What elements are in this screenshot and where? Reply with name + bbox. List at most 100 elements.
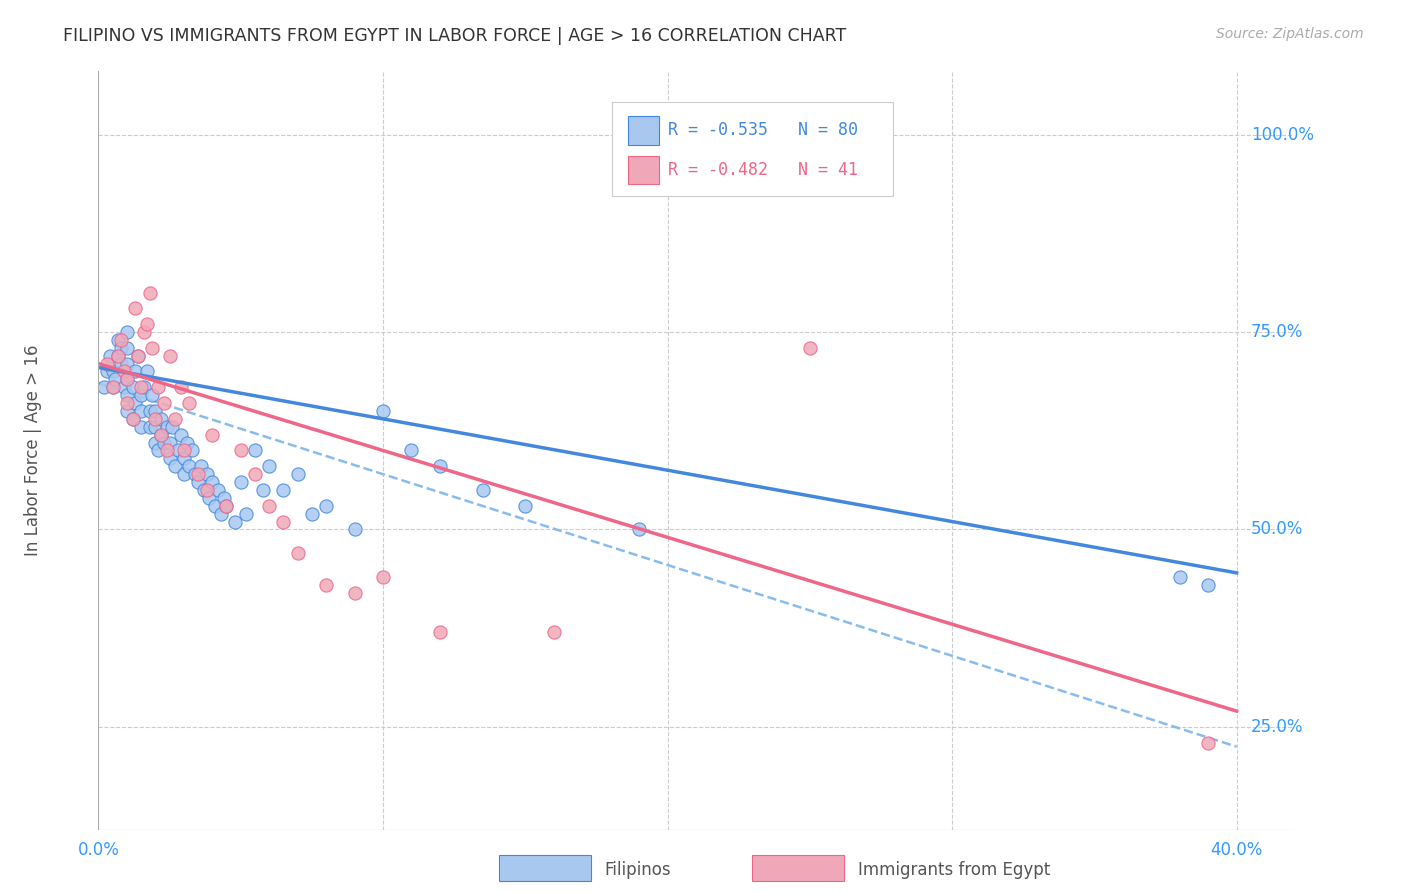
Point	[127, 349, 149, 363]
Point	[150, 427, 173, 442]
Point	[143, 435, 166, 450]
Point	[179, 459, 201, 474]
Point	[107, 349, 129, 363]
Text: In Labor Force | Age > 16: In Labor Force | Age > 16	[24, 344, 42, 557]
Point	[129, 388, 152, 402]
Point	[209, 507, 232, 521]
Point	[143, 412, 166, 426]
Point	[115, 357, 138, 371]
Point	[243, 443, 266, 458]
Point	[156, 419, 179, 434]
Text: R = -0.535   N = 80: R = -0.535 N = 80	[668, 121, 859, 139]
Point	[187, 467, 209, 482]
Point	[201, 427, 224, 442]
Point	[1168, 570, 1191, 584]
Point	[121, 412, 143, 426]
Point	[115, 396, 138, 410]
Point	[148, 380, 170, 394]
Point	[515, 499, 537, 513]
Point	[141, 341, 163, 355]
Point	[135, 364, 157, 378]
Point	[132, 380, 155, 394]
Text: 40.0%: 40.0%	[1211, 841, 1263, 859]
Point	[799, 341, 821, 355]
Text: 0.0%: 0.0%	[77, 841, 120, 859]
Text: 25.0%: 25.0%	[1251, 718, 1303, 736]
Point	[471, 483, 494, 497]
Text: 75.0%: 75.0%	[1251, 323, 1303, 341]
Point	[150, 427, 173, 442]
Point	[159, 451, 181, 466]
Point	[273, 483, 295, 497]
Point	[195, 467, 218, 482]
Point	[1197, 736, 1219, 750]
Point	[165, 412, 187, 426]
Point	[121, 412, 143, 426]
Point	[371, 570, 394, 584]
Point	[153, 435, 176, 450]
Point	[167, 443, 190, 458]
Point	[96, 364, 118, 378]
Point	[110, 333, 132, 347]
Point	[190, 459, 212, 474]
Point	[543, 625, 565, 640]
Point	[229, 475, 252, 489]
Point	[143, 419, 166, 434]
Point	[101, 364, 124, 378]
Point	[110, 357, 132, 371]
Point	[287, 546, 309, 560]
Point	[159, 435, 181, 450]
Point	[141, 388, 163, 402]
Point	[315, 578, 337, 592]
Point	[252, 483, 274, 497]
Point	[371, 404, 394, 418]
Point	[224, 515, 246, 529]
Point	[198, 491, 221, 505]
Point	[138, 404, 160, 418]
Point	[143, 404, 166, 418]
Point	[129, 419, 152, 434]
Point	[173, 443, 195, 458]
Point	[235, 507, 257, 521]
Text: Immigrants from Egypt: Immigrants from Egypt	[858, 861, 1050, 879]
Point	[215, 499, 238, 513]
Point	[127, 349, 149, 363]
Point	[257, 459, 280, 474]
Point	[201, 475, 224, 489]
Point	[301, 507, 323, 521]
Point	[138, 285, 160, 300]
Point	[129, 404, 152, 418]
Point	[112, 380, 135, 394]
Point	[153, 396, 176, 410]
Point	[343, 585, 366, 599]
Point	[207, 483, 229, 497]
Point	[212, 491, 235, 505]
Point	[1197, 578, 1219, 592]
Point	[181, 443, 204, 458]
Point	[135, 317, 157, 331]
Text: 100.0%: 100.0%	[1251, 126, 1313, 144]
Point	[112, 364, 135, 378]
FancyBboxPatch shape	[628, 116, 659, 145]
Point	[162, 419, 184, 434]
Text: R = -0.482   N = 41: R = -0.482 N = 41	[668, 161, 859, 179]
Point	[315, 499, 337, 513]
Text: FILIPINO VS IMMIGRANTS FROM EGYPT IN LABOR FORCE | AGE > 16 CORRELATION CHART: FILIPINO VS IMMIGRANTS FROM EGYPT IN LAB…	[63, 27, 846, 45]
Point	[115, 404, 138, 418]
Point	[124, 396, 146, 410]
Point	[129, 380, 152, 394]
Point	[195, 483, 218, 497]
Point	[429, 625, 451, 640]
Point	[243, 467, 266, 482]
Point	[115, 388, 138, 402]
Point	[287, 467, 309, 482]
Point	[204, 499, 226, 513]
Point	[98, 349, 121, 363]
Point	[401, 443, 423, 458]
Point	[148, 443, 170, 458]
Point	[229, 443, 252, 458]
Point	[176, 435, 198, 450]
Point	[193, 483, 215, 497]
Point	[173, 451, 195, 466]
Text: Filipinos: Filipinos	[605, 861, 671, 879]
